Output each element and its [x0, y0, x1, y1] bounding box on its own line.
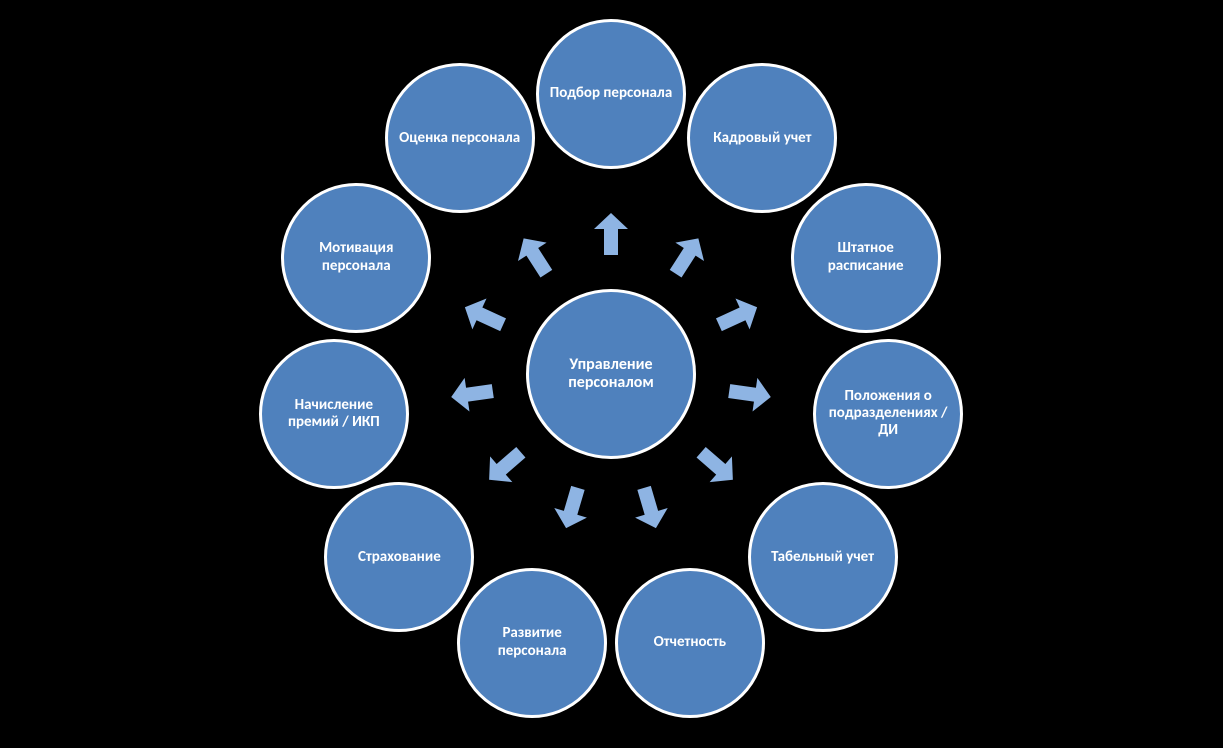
outer-node: Отчетность	[615, 568, 765, 718]
outer-node: Начисление премий / ИКП	[259, 339, 409, 489]
outer-node-label: Положения о подразделениях / ДИ	[824, 388, 952, 440]
arrow-icon	[470, 430, 541, 501]
outer-node-label: Подбор персонала	[550, 85, 672, 102]
hub-label: Управление персоналом	[537, 356, 685, 393]
outer-node: Положения о подразделениях / ДИ	[813, 339, 963, 489]
arrow-icon	[721, 366, 778, 423]
outer-node-label: Отчетность	[654, 634, 726, 651]
outer-node-label: Начисление премий / ИКП	[270, 397, 398, 432]
arrow-icon	[444, 366, 501, 423]
outer-node-label: Табельный учет	[771, 549, 874, 566]
outer-node: Страхование	[324, 482, 474, 632]
arrow-icon	[451, 283, 517, 349]
arrow-icon	[619, 477, 681, 539]
outer-node-label: Страхование	[358, 549, 441, 566]
outer-node: Подбор персонала	[536, 19, 686, 169]
arrow-icon	[705, 283, 771, 349]
arrow-icon	[541, 477, 603, 539]
outer-node: Оценка персонала	[385, 63, 535, 213]
radial-diagram: Управление персоналом Подбор персонала Кад…	[0, 0, 1223, 748]
outer-node-label: Штатное расписание	[802, 240, 930, 275]
hub-node: Управление персоналом	[526, 289, 696, 459]
outer-node-label: Мотивация персонала	[292, 240, 420, 275]
arrow-icon	[652, 222, 721, 291]
outer-node: Развитие персонала	[457, 568, 607, 718]
outer-node: Штатное расписание	[791, 183, 941, 333]
outer-node: Мотивация персонала	[281, 183, 431, 333]
outer-node: Табельный учет	[748, 482, 898, 632]
outer-node-label: Кадровый учет	[713, 130, 811, 147]
arrow-icon	[586, 209, 636, 259]
arrow-icon	[682, 430, 753, 501]
outer-node: Кадровый учет	[687, 63, 837, 213]
arrow-icon	[501, 222, 570, 291]
outer-node-label: Развитие персонала	[468, 625, 596, 660]
outer-node-label: Оценка персонала	[399, 130, 520, 147]
